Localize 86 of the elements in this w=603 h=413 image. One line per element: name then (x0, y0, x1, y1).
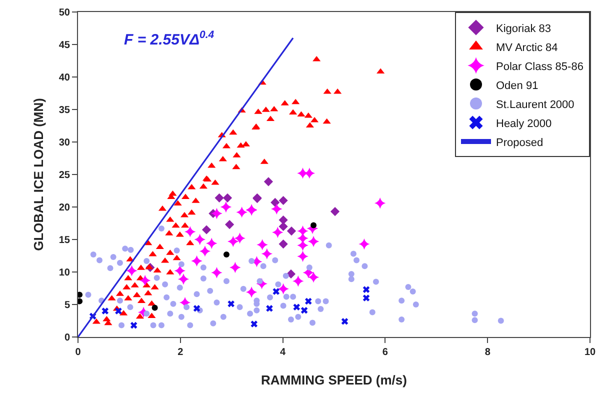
point (193, 305, 200, 312)
point (222, 193, 232, 202)
point (362, 286, 370, 293)
point (115, 308, 122, 314)
point (261, 248, 273, 260)
legend-label: Oden 91 (496, 80, 538, 92)
x-tick-label: 6 (382, 347, 388, 358)
point (228, 300, 234, 308)
x-axis-title: RAMMING SPEED (m/s) (261, 372, 407, 388)
point (300, 306, 308, 314)
x-tick-label: 2 (178, 347, 184, 358)
point (250, 320, 258, 328)
point (230, 262, 241, 274)
point (278, 283, 289, 294)
y-tick-label: 50 (58, 8, 70, 18)
y-tick-label: 35 (58, 105, 70, 116)
point (202, 225, 212, 234)
point (102, 308, 109, 314)
point (78, 298, 83, 304)
y-tick-label: 10 (58, 268, 70, 278)
point (78, 292, 83, 298)
point (211, 208, 222, 220)
y-tick-label: 30 (58, 138, 70, 148)
point (308, 272, 320, 283)
point (286, 269, 296, 278)
y-tick-label: 40 (58, 72, 70, 84)
annotation: F = 2.55VΔ$^{0.4}$ (124, 29, 214, 48)
point (194, 234, 206, 246)
point (206, 238, 218, 249)
point (330, 207, 340, 216)
point (256, 239, 268, 250)
point (310, 222, 317, 228)
point (308, 236, 320, 248)
point (126, 265, 138, 276)
point (272, 288, 280, 295)
x-tick-label: 10 (584, 347, 596, 358)
point (266, 305, 273, 312)
point (264, 177, 274, 186)
point (130, 322, 138, 329)
point (191, 255, 202, 267)
point (236, 206, 248, 218)
legend-label: Healy 2000 (496, 118, 552, 130)
point (139, 274, 151, 286)
point (278, 215, 288, 225)
point (297, 250, 308, 262)
legend-label: MV Arctic 84 (496, 42, 558, 54)
legend-label: Kigoriak 83 (496, 22, 552, 35)
x-tick-label: 8 (484, 347, 491, 358)
point (272, 226, 284, 238)
x-tick-label: 4 (280, 347, 286, 358)
y-tick-label: 15 (58, 235, 70, 246)
point (220, 201, 232, 213)
point (223, 251, 230, 258)
point (292, 276, 304, 287)
point (246, 286, 258, 298)
legend-label: Polar Class 85-86 (496, 60, 584, 73)
point (358, 238, 370, 250)
point (305, 298, 312, 305)
point (341, 318, 348, 325)
point (234, 232, 246, 244)
point (374, 198, 386, 209)
y-tick-label: 5 (64, 300, 70, 311)
point (278, 222, 288, 232)
point (178, 274, 190, 285)
point (278, 196, 288, 206)
point (199, 246, 211, 257)
y-tick-label: 20 (58, 202, 70, 214)
point (278, 240, 288, 249)
x-tick-label: 0 (75, 347, 82, 358)
legend-label: St.Laurent 2000 (496, 98, 574, 111)
y-tick-label: 0 (64, 332, 70, 344)
point (293, 304, 300, 310)
point (225, 220, 234, 230)
point (286, 226, 296, 236)
y-axis-title: GLOBAL ICE LOAD (MN) (30, 98, 46, 251)
point (270, 198, 280, 207)
y-tick-label: 45 (58, 40, 70, 51)
point (174, 265, 186, 276)
point (228, 236, 239, 248)
point (214, 193, 224, 202)
point (271, 203, 282, 215)
point (184, 226, 196, 238)
point (152, 304, 158, 311)
legend-label: Proposed (496, 136, 544, 149)
y-tick-label: 25 (58, 170, 70, 181)
point (211, 267, 222, 278)
